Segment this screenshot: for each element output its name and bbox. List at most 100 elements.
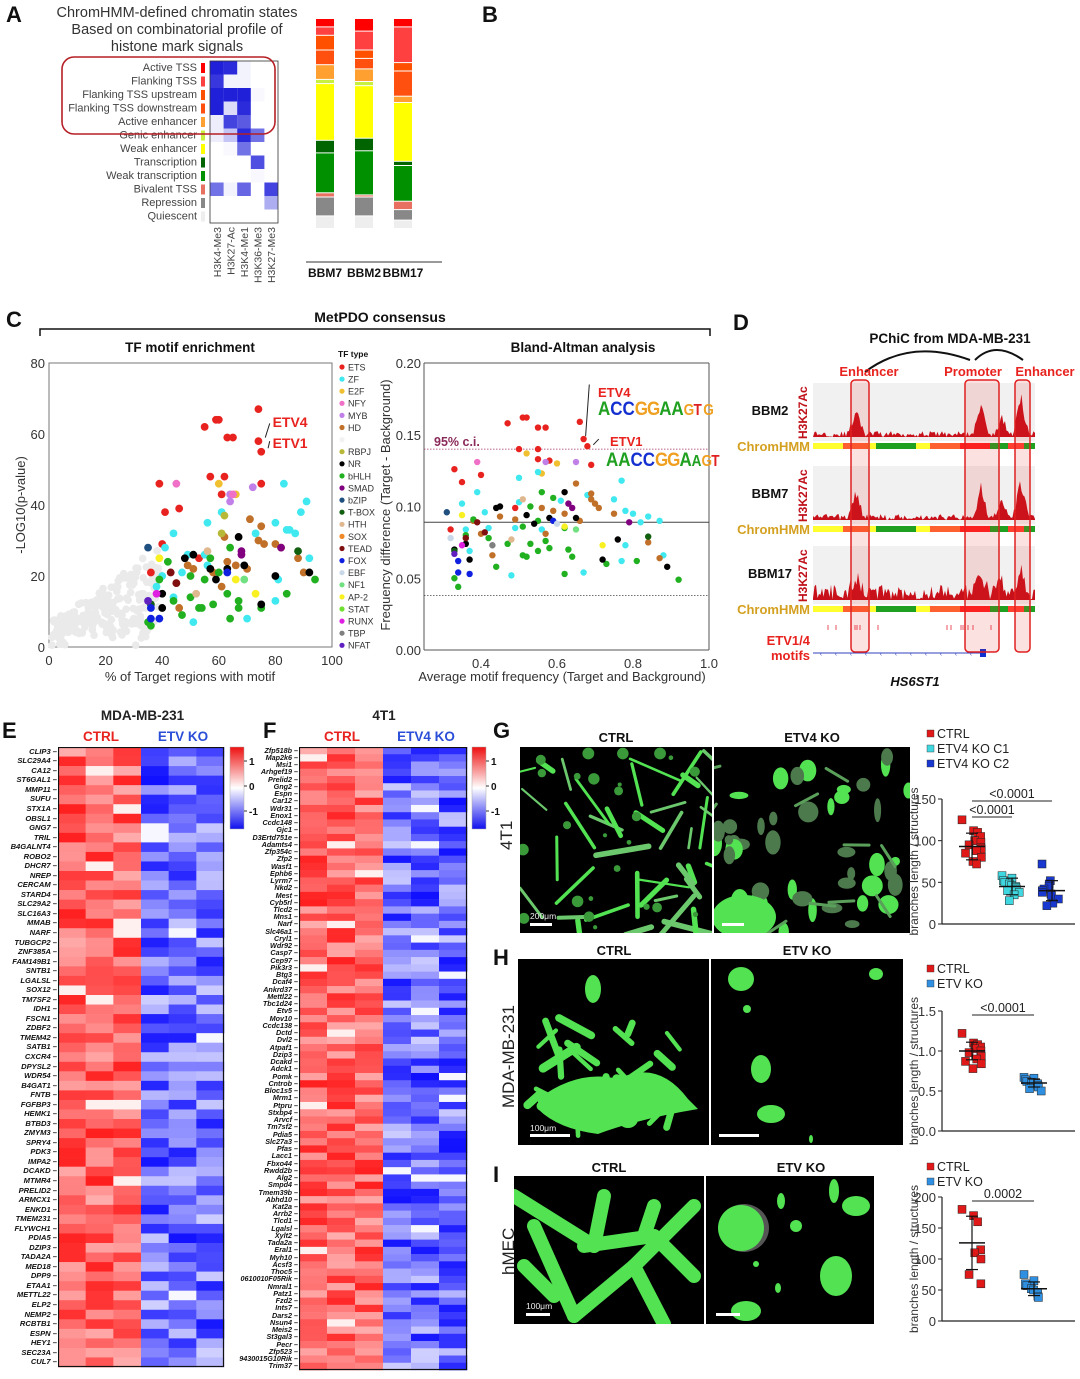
- gene-label: Espn –: [274, 789, 298, 799]
- heatmap-cell: [327, 1087, 356, 1096]
- gene-label: Xylt2 –: [274, 1230, 298, 1240]
- metpdo-consensus-header: MetPDO consensus: [314, 309, 446, 325]
- background-motif-point: [152, 563, 160, 572]
- x-tick-label: 40: [155, 653, 169, 668]
- background-motif-point: [131, 641, 140, 650]
- state-label: Active enhancer: [118, 116, 197, 128]
- organoid-branch: [824, 766, 850, 783]
- heatmap-cell: [327, 804, 356, 813]
- heatmap-cell: [58, 861, 86, 872]
- state-bar-segment: [316, 35, 334, 50]
- heatmap-cell: [113, 975, 142, 986]
- heatmap-cell: [439, 1130, 468, 1139]
- heatmap-cell: [439, 1015, 468, 1023]
- y-axis-label: branches length / structures: [907, 1185, 921, 1333]
- heatmap-cell: [299, 1159, 328, 1168]
- heatmap-cell: [411, 957, 440, 965]
- etv4-motif-logo: A: [671, 397, 683, 419]
- gene-label: RCBTB1 –: [19, 1319, 57, 1329]
- chromhmm-segment: [868, 443, 876, 449]
- heatmap-cell: [141, 1138, 169, 1148]
- state-bar-segment: [355, 82, 373, 86]
- heatmap-cell: [355, 986, 384, 994]
- organoid-spheroid: [692, 911, 699, 917]
- heatmap-cell: [168, 966, 197, 977]
- heatmap-cell: [141, 1061, 169, 1072]
- heatmap-cell: [141, 1338, 169, 1349]
- heatmap-cell: [439, 971, 468, 980]
- heatmap-cell: [196, 1281, 225, 1291]
- emission-cell: [223, 61, 238, 75]
- motif-point-HD: [294, 554, 302, 563]
- heatmap-cell: [299, 1101, 328, 1110]
- heatmap-cell: [355, 761, 384, 770]
- heatmap-cell: [411, 877, 440, 885]
- gene-label: LGALSL –: [20, 975, 57, 985]
- heatmap-cell: [355, 1341, 384, 1349]
- heatmap-cell: [141, 1204, 169, 1215]
- y-axis-label: -LOG10(p-value): [13, 456, 28, 554]
- y-tick-label: 100: [914, 1252, 936, 1267]
- motif-point-ZF: [622, 542, 629, 549]
- heatmap-cell: [327, 1036, 356, 1045]
- heatmap-cell: [113, 1223, 142, 1234]
- heatmap-cell: [383, 1210, 412, 1219]
- heatmap-cell: [327, 812, 356, 820]
- heatmap-cell: [355, 1022, 384, 1030]
- motif-point-HD: [610, 510, 618, 517]
- organoid-spheroid: [728, 967, 754, 991]
- motif-point-TEAD: [474, 519, 481, 526]
- heatmap-cell: [141, 1080, 169, 1091]
- organoid-branch: [647, 1229, 701, 1283]
- gene-label: Nsun4 –: [270, 1317, 298, 1327]
- background-motif-point: [121, 574, 129, 582]
- heatmap-cell: [383, 1094, 412, 1103]
- data-point-ctrl: [973, 1217, 982, 1227]
- heatmap-cell: [141, 804, 169, 815]
- motif-point-NR: [496, 503, 504, 510]
- heatmap-cell: [439, 855, 468, 864]
- etv4-motif-logo: G: [647, 397, 660, 419]
- heatmap-cell: [141, 1328, 169, 1339]
- state-color-swatch: [201, 103, 205, 114]
- gene-label: ESPN –: [29, 1328, 57, 1338]
- state-label: Genic enhancer: [119, 130, 197, 142]
- heatmap-cell: [196, 1023, 225, 1034]
- motif-point-NR: [158, 589, 167, 598]
- y-tick-label: 50: [922, 1283, 936, 1298]
- motif-point-ZF: [534, 468, 542, 476]
- heatmap-cell: [439, 870, 468, 878]
- heatmap-cell: [196, 1347, 225, 1358]
- emission-cell: [210, 88, 224, 102]
- heatmap-cell: [383, 1196, 412, 1204]
- gene-label: FLYWCH1 –: [14, 1223, 57, 1233]
- motif-point-HD: [512, 516, 519, 523]
- organoid-branch: [604, 806, 624, 839]
- heatmap-cell: [168, 1042, 197, 1053]
- heatmap-cell: [141, 1023, 169, 1034]
- heatmap-cell: [383, 783, 412, 791]
- motif-point-FOX: [223, 568, 232, 577]
- heatmap-cell: [327, 819, 356, 827]
- legend-swatch: [339, 388, 345, 394]
- motif-point-TEAD: [481, 529, 488, 536]
- y-tick-label: 50: [922, 875, 936, 890]
- heatmap-cell: [439, 1348, 468, 1356]
- heatmap-cell: [439, 1152, 468, 1161]
- x-tick-label: 100: [321, 653, 343, 668]
- organoid-branch: [765, 919, 788, 933]
- heatmap-cell: [299, 971, 328, 980]
- heatmap-cell: [299, 819, 328, 827]
- emission-cell: [237, 88, 251, 102]
- legend-label: ETV4 KO C2: [937, 757, 1009, 771]
- emission-cell: [210, 196, 224, 210]
- background-motif-point: [138, 554, 147, 563]
- heatmap-cell: [299, 1138, 328, 1146]
- heatmap-cell: [411, 1080, 440, 1088]
- heatmap-cell: [141, 1052, 169, 1063]
- heatmap-cell: [85, 1271, 114, 1282]
- heatmap-cell: [196, 794, 225, 805]
- chromhmm-segment: [876, 443, 916, 449]
- motif-point-ETS: [534, 445, 542, 453]
- scalebar: [722, 923, 744, 926]
